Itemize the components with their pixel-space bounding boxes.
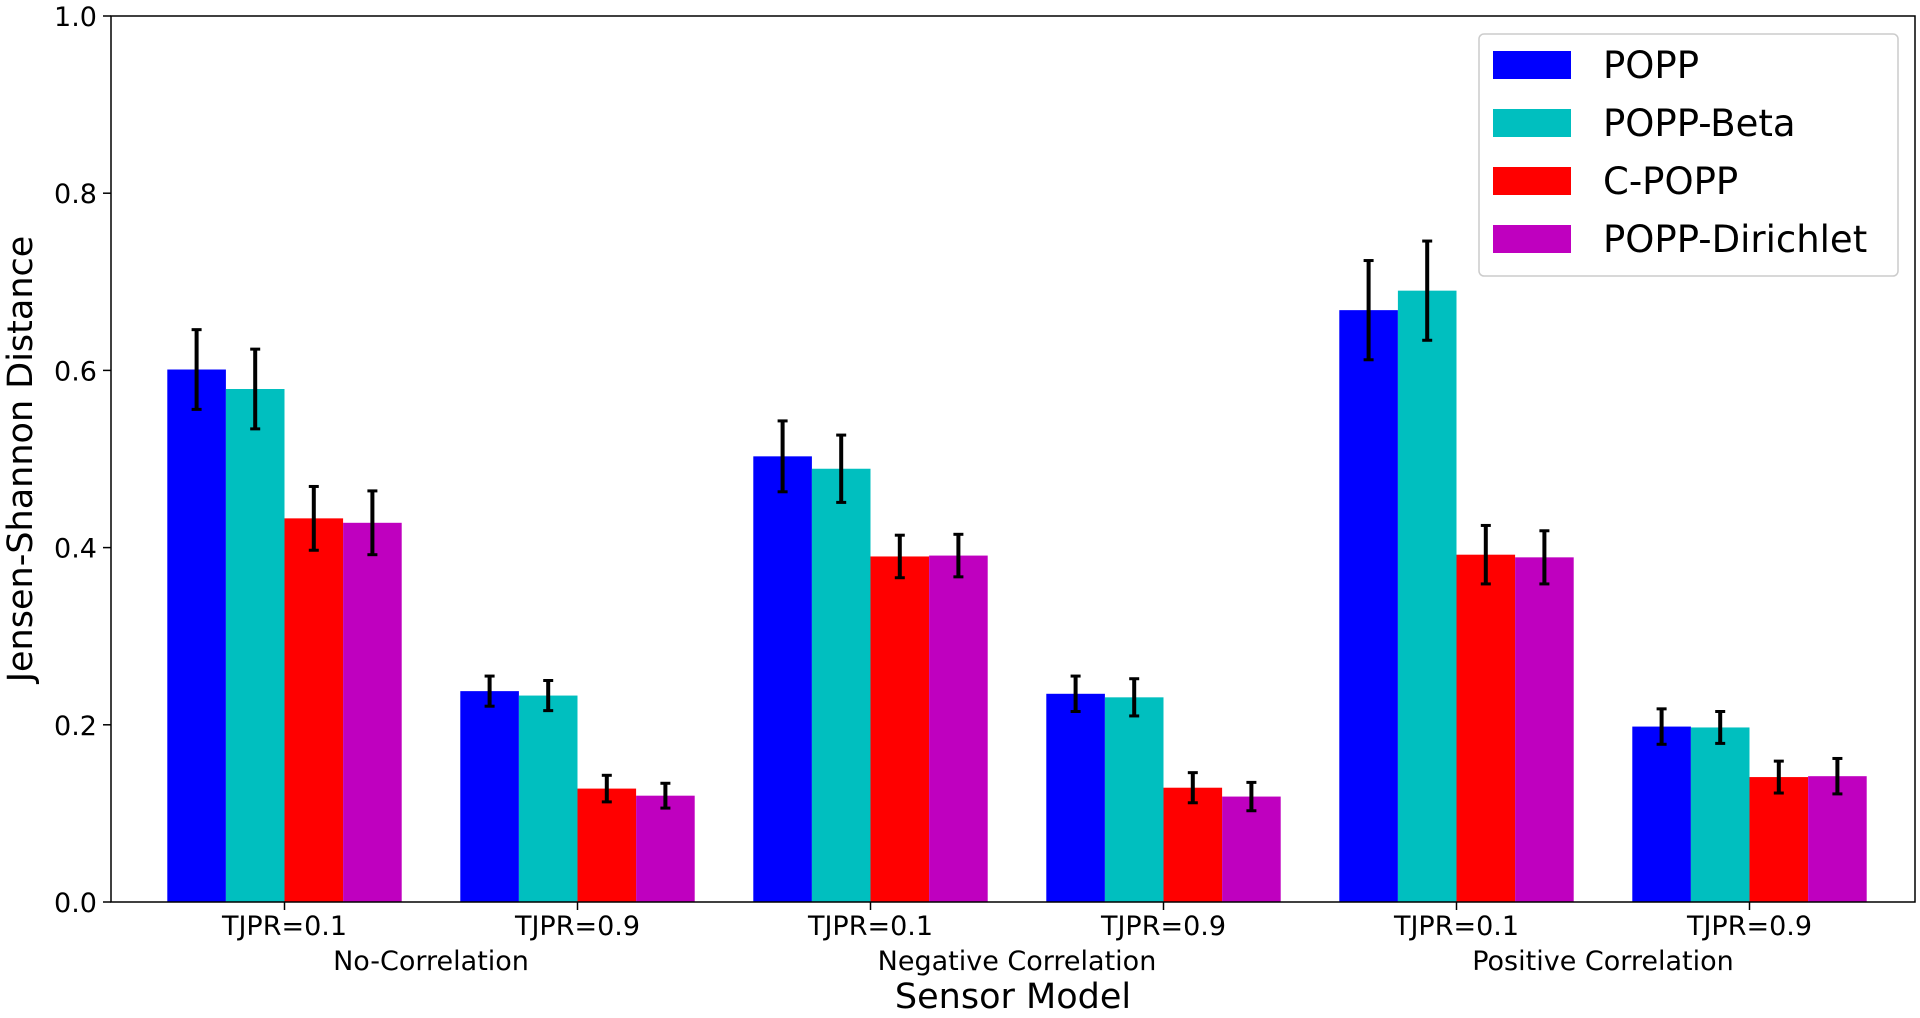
bar-popp-2 [753, 456, 812, 902]
error-bar-c-popp-5 [1773, 759, 1784, 795]
legend-swatch-c-popp [1493, 167, 1571, 195]
y-tick-label-3: 0.6 [54, 356, 97, 387]
error-bar-c-popp-1 [601, 773, 612, 804]
bar-popp-beta-4 [1397, 290, 1457, 902]
bar-popp-0 [167, 369, 226, 902]
bar-popp-beta-0 [225, 389, 285, 903]
error-bar-popp-1 [484, 674, 495, 708]
x-tick-label-0: TJPR=0.1 [221, 911, 347, 942]
bar-popp-1 [460, 691, 519, 902]
error-bar-popp-dirichlet-0 [367, 489, 378, 557]
error-bar-popp-beta-5 [1715, 710, 1726, 745]
y-axis: 0.0 0.2 0.4 0.6 0.8 1.0 [54, 2, 111, 919]
error-bar-popp-beta-1 [543, 679, 554, 713]
bar-popp-3 [1046, 693, 1105, 902]
bar-popp-dirichlet-2 [929, 555, 988, 902]
bar-popp-dirichlet-4 [1515, 557, 1574, 902]
error-bar-c-popp-0 [308, 484, 319, 552]
legend-box [1478, 33, 1899, 277]
legend-swatch-popp [1493, 51, 1571, 79]
y-tick-label-0: 0.0 [54, 888, 97, 919]
error-bar-popp-dirichlet-4 [1539, 529, 1550, 586]
error-bar-popp-2 [777, 419, 788, 494]
legend-label-popp: POPP [1603, 44, 1699, 87]
error-bar-popp-dirichlet-3 [1246, 780, 1257, 813]
bar-popp-5 [1632, 726, 1691, 902]
x-tick-label-4: TJPR=0.1 [1393, 911, 1519, 942]
legend-label-popp-dirichlet: POPP-Dirichlet [1603, 218, 1867, 261]
x-tick-label-3: TJPR=0.9 [1100, 911, 1226, 942]
x-axis: TJPR=0.1 TJPR=0.9 TJPR=0.1 TJPR=0.9 TJPR=0.1… [221, 902, 1812, 977]
error-bar-c-popp-4 [1480, 523, 1491, 586]
y-tick-label-1: 0.2 [54, 711, 97, 742]
bar-c-popp-4 [1456, 554, 1516, 902]
legend-label-c-popp: C-POPP [1603, 160, 1738, 203]
legend: POPP POPP-Beta C-POPP POPP-Dirichlet [1478, 33, 1899, 277]
y-tick-label-4: 0.8 [54, 179, 97, 210]
error-bar-c-popp-3 [1187, 771, 1198, 805]
x-tick-label-5: TJPR=0.9 [1686, 911, 1812, 942]
error-bar-c-popp-2 [894, 533, 905, 580]
error-bars-layer [191, 239, 1843, 813]
bar-popp-4 [1339, 310, 1398, 903]
error-bar-popp-4 [1363, 259, 1374, 362]
bar-c-popp-3 [1163, 787, 1223, 902]
bars-layer [167, 290, 1867, 903]
bar-popp-dirichlet-3 [1222, 796, 1281, 902]
error-bar-popp-3 [1070, 674, 1081, 714]
error-bar-popp-beta-0 [250, 347, 261, 431]
bar-popp-beta-3 [1104, 697, 1164, 902]
bar-c-popp-5 [1749, 777, 1809, 902]
bar-popp-dirichlet-1 [636, 795, 695, 902]
group-label-0: No-Correlation [333, 946, 529, 977]
group-label-2: Positive Correlation [1472, 946, 1734, 977]
error-bar-popp-0 [191, 328, 202, 411]
bar-popp-beta-1 [518, 695, 578, 902]
bar-c-popp-1 [577, 788, 637, 902]
error-bar-popp-beta-4 [1422, 239, 1433, 342]
plot-frame [110, 15, 1916, 903]
y-tick-label-2: 0.4 [54, 534, 97, 565]
x-axis-title: Sensor Model [895, 977, 1131, 1017]
x-tick-label-1: TJPR=0.9 [514, 911, 640, 942]
error-bar-popp-beta-3 [1129, 677, 1140, 718]
bar-popp-dirichlet-5 [1808, 776, 1867, 902]
error-bar-popp-beta-2 [836, 433, 847, 504]
y-tick-label-5: 1.0 [54, 2, 97, 33]
bar-c-popp-2 [870, 556, 930, 902]
error-bar-popp-dirichlet-5 [1832, 756, 1843, 796]
legend-label-popp-beta: POPP-Beta [1603, 102, 1796, 145]
legend-swatch-popp-beta [1493, 109, 1571, 137]
y-axis-title: Jensen-Shannon Distance [1, 236, 41, 685]
bar-popp-beta-2 [811, 468, 871, 902]
bar-popp-beta-5 [1690, 727, 1750, 902]
bar-c-popp-0 [284, 518, 344, 902]
group-label-1: Negative Correlation [878, 946, 1157, 977]
error-bar-popp-5 [1656, 707, 1667, 746]
legend-swatch-popp-dirichlet [1493, 225, 1571, 253]
x-tick-label-2: TJPR=0.1 [807, 911, 933, 942]
error-bar-popp-dirichlet-2 [953, 532, 964, 579]
error-bar-popp-dirichlet-1 [660, 781, 671, 810]
bar-popp-dirichlet-0 [343, 522, 402, 902]
